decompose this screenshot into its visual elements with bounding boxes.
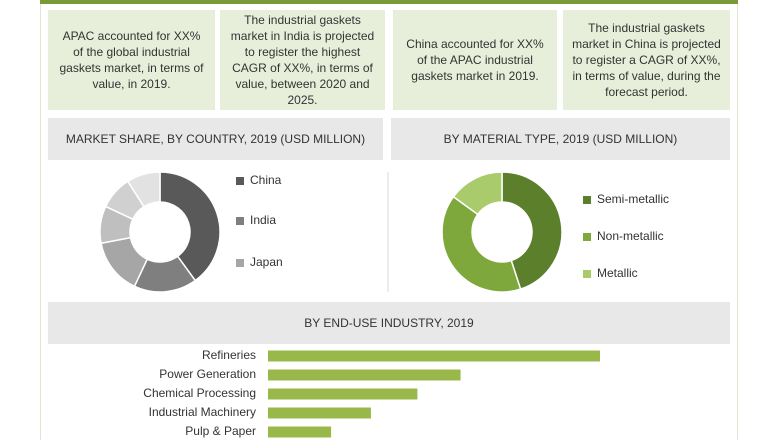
- legend-swatch: [583, 233, 591, 241]
- callout: APAC accounted for XX% of the global ind…: [48, 10, 215, 110]
- legend-label: Metallic: [597, 266, 638, 280]
- bar-label: Pulp & Paper: [185, 424, 256, 438]
- donut-segment: [159, 171, 221, 282]
- chart-title: MARKET SHARE, BY COUNTRY, 2019 (USD MILL…: [48, 118, 383, 160]
- callout: The industrial gaskets market in China i…: [563, 10, 730, 110]
- legend-label: Japan: [250, 255, 283, 269]
- donut-segment: [441, 195, 522, 293]
- bar-label: Chemical Processing: [143, 386, 256, 400]
- callout: The industrial gaskets market in India i…: [220, 10, 385, 110]
- frame: [40, 0, 738, 440]
- bar: [268, 407, 371, 419]
- donut-segment: [126, 171, 161, 208]
- top-bar: [40, 0, 738, 4]
- legend-label: China: [250, 173, 282, 187]
- bar: [268, 388, 418, 400]
- chart-title: BY MATERIAL TYPE, 2019 (USD MILLION): [391, 118, 730, 160]
- legend-label: India: [250, 213, 276, 227]
- bar-label: Refineries: [202, 348, 256, 362]
- bar: [268, 350, 600, 362]
- legend-swatch: [583, 270, 591, 278]
- legend-swatch: [236, 177, 244, 185]
- bar-label: Power Generation: [159, 367, 256, 381]
- legend-label: Non-metallic: [597, 229, 664, 243]
- legend-swatch: [236, 217, 244, 225]
- bar: [268, 369, 461, 381]
- chart-title: BY END-USE INDUSTRY, 2019: [48, 302, 730, 344]
- legend-label: Semi-metallic: [597, 192, 669, 206]
- legend-swatch: [583, 196, 591, 204]
- donut-segment: [501, 171, 563, 291]
- bar: [268, 426, 332, 438]
- bar-label: Industrial Machinery: [149, 405, 256, 419]
- callout: China accounted for XX% of the APAC indu…: [393, 10, 557, 110]
- legend-swatch: [236, 259, 244, 267]
- donut-segment: [452, 171, 503, 216]
